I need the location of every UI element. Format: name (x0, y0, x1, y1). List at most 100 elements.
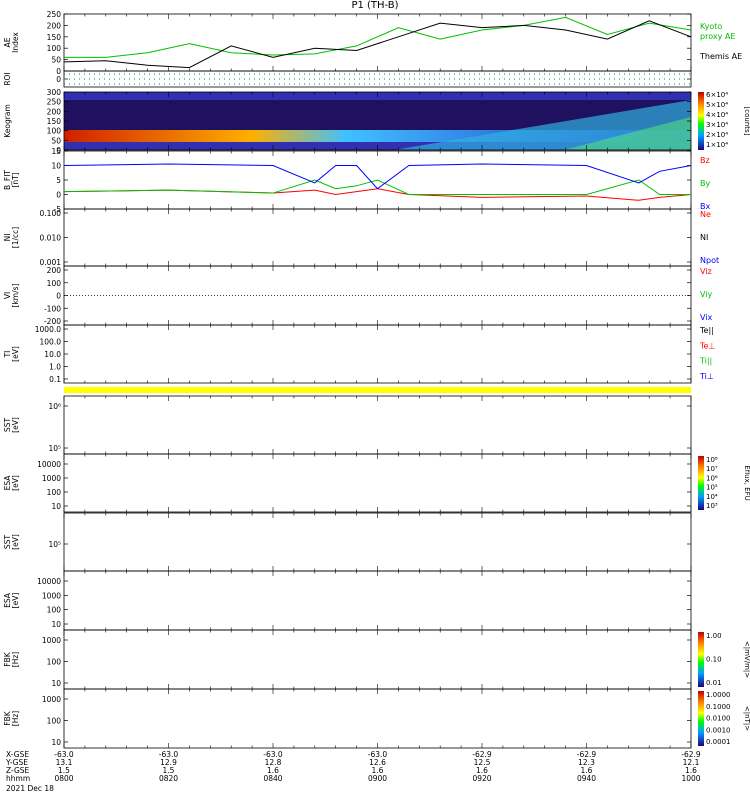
time-tick-label: 0800 (54, 774, 73, 783)
y-axis-label-vi: [km/s] (11, 283, 20, 307)
legend-kyoto-2: proxy AE (700, 32, 735, 41)
legend-kyoto: Kyoto (700, 22, 722, 31)
time-tick-label: 0820 (159, 774, 178, 783)
colorbar-label-esa1: 10⁸ (706, 456, 718, 464)
y-tick-label-fbk2: 1000 (42, 695, 61, 704)
panel-frame-roi (63, 70, 692, 88)
y-tick-label-keogram: 200 (47, 107, 62, 116)
y-gse-value: 13.1 (56, 758, 73, 767)
colorbar-label: 3×10⁴ (706, 121, 728, 129)
y-tick-label-ae: 50 (51, 56, 61, 65)
y-tick-label-esa2: 100 (47, 606, 62, 615)
legend-vi-0: Viz (700, 267, 712, 276)
y-tick-label-esa2: 1000 (42, 591, 61, 600)
legend-vi-2: Vix (700, 313, 713, 322)
y-axis-label-ni: [1/cc] (11, 227, 20, 248)
legend-ni-2: Npot (700, 256, 719, 265)
plot-title: P1 (TH-B) (351, 0, 399, 11)
x-gse-value: -63.0 (54, 750, 74, 759)
y-tick-label-sst2: 10⁵ (48, 540, 61, 549)
y-tick-label-ae: 150 (47, 33, 62, 42)
y-tick-label-keogram: 150 (47, 117, 62, 126)
colorbar-fbk1 (698, 632, 704, 687)
y-axis-label-esa1: ESA (3, 475, 12, 491)
y-tick-label-ni: 0.100 (40, 209, 62, 218)
legend-ti-3: Ti⊥ (699, 372, 714, 381)
z-gse-value: 1.6 (372, 766, 384, 775)
y-tick-label-ae: 200 (47, 21, 62, 30)
y-tick-label-keogram: 50 (51, 136, 61, 145)
x-gse-value: -62.9 (681, 750, 701, 759)
y-axis-label-sst1: SST (3, 418, 12, 433)
panel-frame-sst1 (63, 395, 692, 455)
y-tick-label-sst1: 10⁶ (48, 402, 61, 411)
time-tick-label: 1000 (681, 774, 700, 783)
legend-themis: Themis AE (699, 52, 742, 61)
keogram-colorbar (698, 92, 704, 150)
colorbar-label-fbk1: 1.00 (706, 632, 722, 640)
y-tick-label-fbk1: 10 (51, 679, 61, 688)
date-label: 2021 Dec 18 (6, 784, 54, 793)
colorbar-label-fbk2: 0.1000 (706, 703, 731, 711)
y-axis-label-sst2: [eV] (11, 534, 20, 550)
y-gse-value: 12.3 (578, 758, 595, 767)
y-tick-label-bfit: 15 (51, 147, 61, 156)
y-tick-label-esa1: 10 (51, 502, 61, 511)
y-tick-label-bfit: -5 (54, 205, 62, 214)
y-axis-label-fbk2: FBK (3, 710, 12, 725)
y-axis-label-keogram: Keogram (3, 104, 12, 138)
x-row-label: Z-GSE (6, 766, 30, 775)
y-tick-label-fbk2: 100 (47, 717, 62, 726)
z-gse-value: 1.5 (163, 766, 175, 775)
y-tick-label-roi: 0 (56, 75, 61, 84)
colorbar-label-esa1: 10⁴ (706, 493, 718, 501)
colorbar-label-fbk1: 0.01 (706, 679, 722, 687)
y-axis-label-ae: Index (11, 32, 20, 53)
colorbar-label-fbk2: 0.0001 (706, 738, 731, 746)
legend-ni-0: Ne (700, 210, 711, 219)
series-line-by (63, 179, 691, 195)
legend-bfit-1: By (700, 179, 710, 188)
x-gse-value: -62.9 (577, 750, 597, 759)
y-tick-label-ae: 100 (47, 44, 62, 53)
z-gse-value: 1.6 (267, 766, 279, 775)
y-tick-label-bfit: 0 (56, 191, 61, 200)
y-tick-label-esa1: 100 (47, 488, 62, 497)
colorbar-title-esa1: Eflux, EFU (743, 465, 750, 500)
colorbar-label-fbk2: 0.0010 (706, 726, 731, 734)
y-tick-label-esa2: 10000 (37, 577, 61, 586)
y-tick-label-esa2: 10 (51, 620, 61, 629)
y-axis-label-ti: TI (3, 351, 12, 359)
y-axis-label-ae: AE (3, 37, 12, 47)
colorbar-title: [counts] (743, 107, 750, 136)
y-tick-label-ti: 100.0 (40, 338, 62, 347)
series-line-kyoto-proxy-ae (64, 16, 692, 58)
time-tick-label: 0940 (577, 774, 596, 783)
y-tick-label-esa1: 10000 (37, 460, 61, 469)
y-axis-label-roi: ROI (3, 72, 12, 85)
y-gse-value: 12.5 (474, 758, 491, 767)
legend-ni-1: NI (700, 233, 708, 242)
colorbar-label: 6×10⁴ (706, 91, 728, 99)
time-tick-label: 0900 (368, 774, 387, 783)
y-tick-label-ti: 0.1 (49, 375, 61, 384)
colorbar-label-esa1: 10³ (706, 502, 718, 510)
y-tick-label-keogram: 0 (56, 146, 61, 155)
y-axis-label-esa2: ESA (3, 592, 12, 608)
y-tick-label-fbk1: 100 (47, 658, 62, 667)
colorbar-label-fbk2: 0.0100 (706, 715, 731, 723)
time-tick-label: 0840 (263, 774, 282, 783)
y-tick-label-vi: 100 (47, 279, 62, 288)
colorbar-fbk2 (698, 691, 704, 746)
y-tick-label-ae: 0 (56, 67, 61, 76)
y-tick-label-bfit: 5 (56, 176, 61, 185)
colorbar-label: 4×10⁴ (706, 111, 728, 119)
colorbar-label-esa1: 10⁷ (706, 465, 718, 473)
legend-bfit-2: Bx (700, 202, 710, 211)
panel-frame-esa1 (63, 453, 692, 513)
x-row-label: Y-GSE (5, 758, 28, 767)
y-tick-label-vi: -100 (44, 304, 61, 313)
z-gse-value: 1.6 (581, 766, 593, 775)
